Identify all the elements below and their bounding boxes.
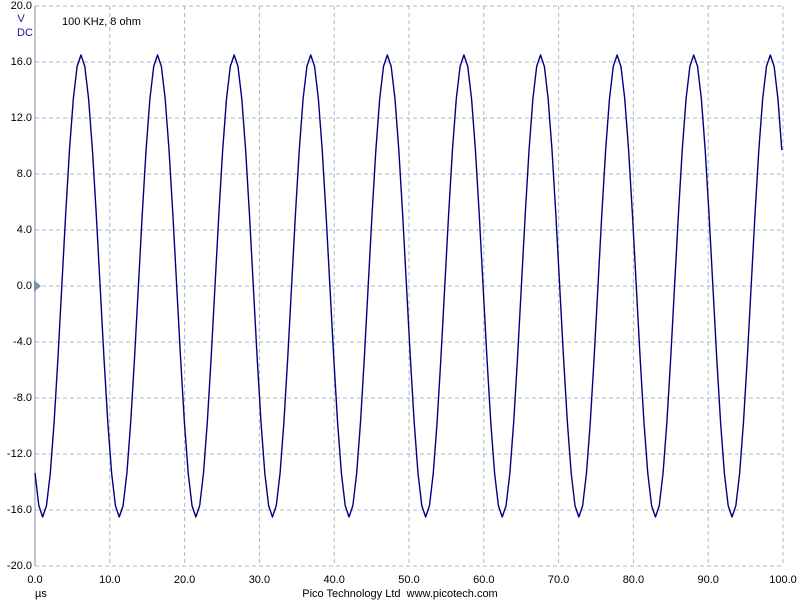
waveform <box>34 54 783 518</box>
x-tick-label: 90.0 <box>697 574 718 586</box>
y-tick-label: -20.0 <box>7 560 32 572</box>
x-tick-label: 60.0 <box>473 574 494 586</box>
y-tick-label: 8.0 <box>17 168 32 180</box>
annotation: 100 KHz, 8 ohm <box>62 16 141 28</box>
y-tick-label: -4.0 <box>13 336 32 348</box>
y-tick-label: 20.0 <box>11 0 32 12</box>
y-tick-label: 16.0 <box>11 56 32 68</box>
x-tick-label: 40.0 <box>323 574 344 586</box>
x-tick-label: 30.0 <box>249 574 270 586</box>
coupling: DC <box>17 27 33 39</box>
x-tick-label: 0.0 <box>27 574 42 586</box>
y-tick-label: -12.0 <box>7 448 32 460</box>
footer: Pico Technology Ltd www.picotech.com <box>302 588 497 600</box>
x-tick-label: 10.0 <box>99 574 120 586</box>
x-tick-label: 50.0 <box>398 574 419 586</box>
y-tick-label: -16.0 <box>7 504 32 516</box>
x-unit: µs <box>35 588 47 600</box>
y-tick-label: 12.0 <box>11 112 32 124</box>
x-tick-label: 70.0 <box>548 574 569 586</box>
y-unit: V <box>17 13 25 25</box>
zero-marker <box>34 280 41 292</box>
x-tick-label: 100.0 <box>769 574 797 586</box>
y-tick-label: 0.0 <box>17 280 32 292</box>
x-tick-label: 80.0 <box>623 574 644 586</box>
y-tick-label: 4.0 <box>17 224 32 236</box>
y-tick-label: -8.0 <box>13 392 32 404</box>
x-tick-label: 20.0 <box>174 574 195 586</box>
